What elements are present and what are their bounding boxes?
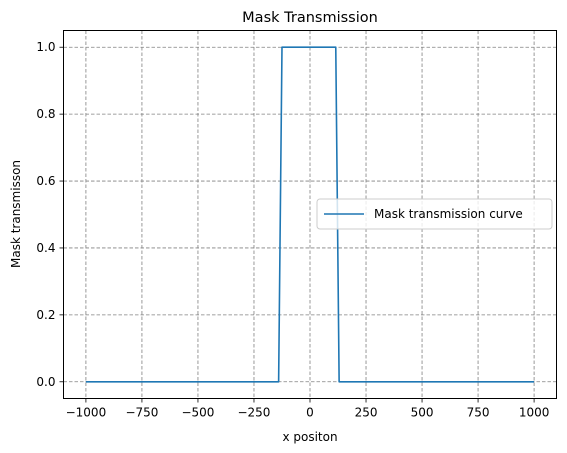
x-tick-label: 0 xyxy=(306,406,314,420)
chart-title: Mask Transmission xyxy=(242,10,378,26)
x-tick-label: −250 xyxy=(237,406,270,420)
y-tick-label: 0.2 xyxy=(36,308,55,322)
series-line-0 xyxy=(85,46,535,383)
y-tick-label: 0.0 xyxy=(36,375,55,389)
y-tick-label: 0.8 xyxy=(36,107,55,121)
legend-entry-label: Mask transmission curve xyxy=(374,207,523,221)
y-axis-label: Mask transmisson xyxy=(9,160,23,268)
legend-box xyxy=(316,198,553,230)
y-axis-ticks: 0.0 0.2 0.4 0.6 0.8 1.0 xyxy=(36,40,64,389)
x-tick-label: 1000 xyxy=(519,406,550,420)
series-group xyxy=(85,46,535,383)
x-axis-label: x positon xyxy=(282,430,337,444)
x-tick-label: −500 xyxy=(181,406,214,420)
x-tick-label: −1000 xyxy=(66,406,107,420)
legend: Mask transmission curve xyxy=(316,198,553,230)
y-tick-label: 0.4 xyxy=(36,241,55,255)
y-tick-label: 0.6 xyxy=(36,174,55,188)
x-tick-label: −750 xyxy=(125,406,158,420)
x-tick-label: 250 xyxy=(355,406,378,420)
y-tick-label: 1.0 xyxy=(36,40,55,54)
x-tick-label: 750 xyxy=(467,406,490,420)
x-axis-ticks: −1000 −750 −500 −250 0 250 500 750 1000 xyxy=(66,398,550,420)
x-tick-label: 500 xyxy=(411,406,434,420)
